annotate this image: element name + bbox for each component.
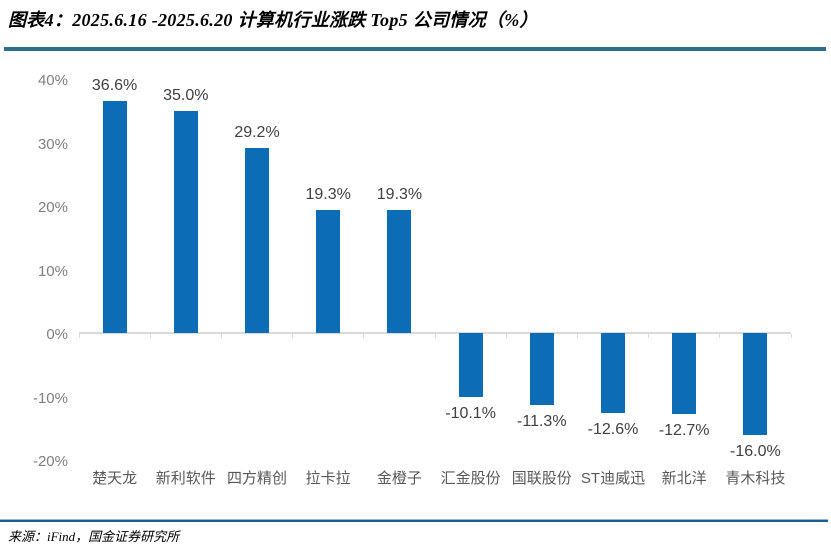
- bar-value-label: -11.3%: [517, 412, 567, 430]
- category-label: 国联股份: [511, 470, 572, 487]
- source-note: 来源：iFind，国金证券研究所: [8, 529, 180, 544]
- category-label: 金橙子: [376, 470, 422, 487]
- x-axis-line: [79, 332, 791, 334]
- y-axis-tick-label: 10%: [37, 262, 68, 280]
- category-label: ST迪威迅: [580, 470, 646, 487]
- x-axis-tick: [719, 334, 721, 338]
- bar-value-label: 19.3%: [376, 186, 423, 204]
- bar-value-label: -12.7%: [658, 421, 710, 439]
- bar: [529, 333, 554, 405]
- bar-value-label: -16.0%: [730, 442, 781, 460]
- bar-value-label: -12.6%: [587, 421, 639, 438]
- y-axis-tick-label: -10%: [32, 389, 68, 407]
- x-axis-tick: [149, 334, 151, 338]
- x-axis-tick: [292, 334, 294, 338]
- category-label: 青木科技: [725, 470, 786, 487]
- y-axis-tick-label: 30%: [37, 135, 68, 153]
- category-label: 楚天龙: [92, 470, 138, 487]
- bar-value-label: 36.6%: [91, 76, 138, 94]
- category-label: 新北洋: [661, 470, 707, 487]
- bar-value-label: 29.2%: [234, 123, 280, 141]
- bar-value-label: 35.0%: [163, 86, 209, 104]
- category-label: 拉卡拉: [305, 470, 351, 487]
- bar: [458, 333, 483, 398]
- x-axis-tick: [434, 334, 436, 338]
- x-axis-tick: [363, 334, 365, 338]
- y-axis-tick-label: 20%: [37, 199, 68, 216]
- x-axis-tick: [78, 334, 80, 338]
- x-axis-tick: [576, 334, 578, 338]
- y-axis-tick-label: -20%: [32, 453, 68, 470]
- footer-divider: [0, 519, 828, 522]
- bar: [672, 333, 697, 414]
- bar: [316, 210, 341, 333]
- figure-title: 图表4：2025.6.16 -2025.6.20 计算机行业涨跌 Top5 公司…: [8, 10, 538, 30]
- bar: [743, 333, 768, 435]
- x-axis-tick: [505, 334, 507, 338]
- bar: [245, 147, 269, 333]
- bar: [102, 100, 127, 333]
- bar-chart: 40% 30% 20% 10% 0% -10% -20% 36.6% 楚天龙 35.0% 新利软件 2…: [32, 72, 792, 487]
- bar: [173, 110, 198, 333]
- bar: [387, 210, 412, 333]
- x-axis-tick: [790, 334, 792, 338]
- category-label: 汇金股份: [440, 470, 501, 487]
- title-divider: [4, 47, 826, 51]
- category-label: 四方精创: [226, 470, 287, 487]
- y-axis-tick-label: 40%: [37, 72, 68, 89]
- bar-value-label: -10.1%: [445, 405, 496, 423]
- category-label: 新利软件: [155, 470, 216, 487]
- bar: [601, 333, 625, 413]
- bar-value-label: 19.3%: [305, 186, 351, 204]
- x-axis-tick: [648, 334, 650, 338]
- x-axis-tick: [220, 334, 222, 338]
- y-axis-tick-label: 0%: [46, 326, 68, 343]
